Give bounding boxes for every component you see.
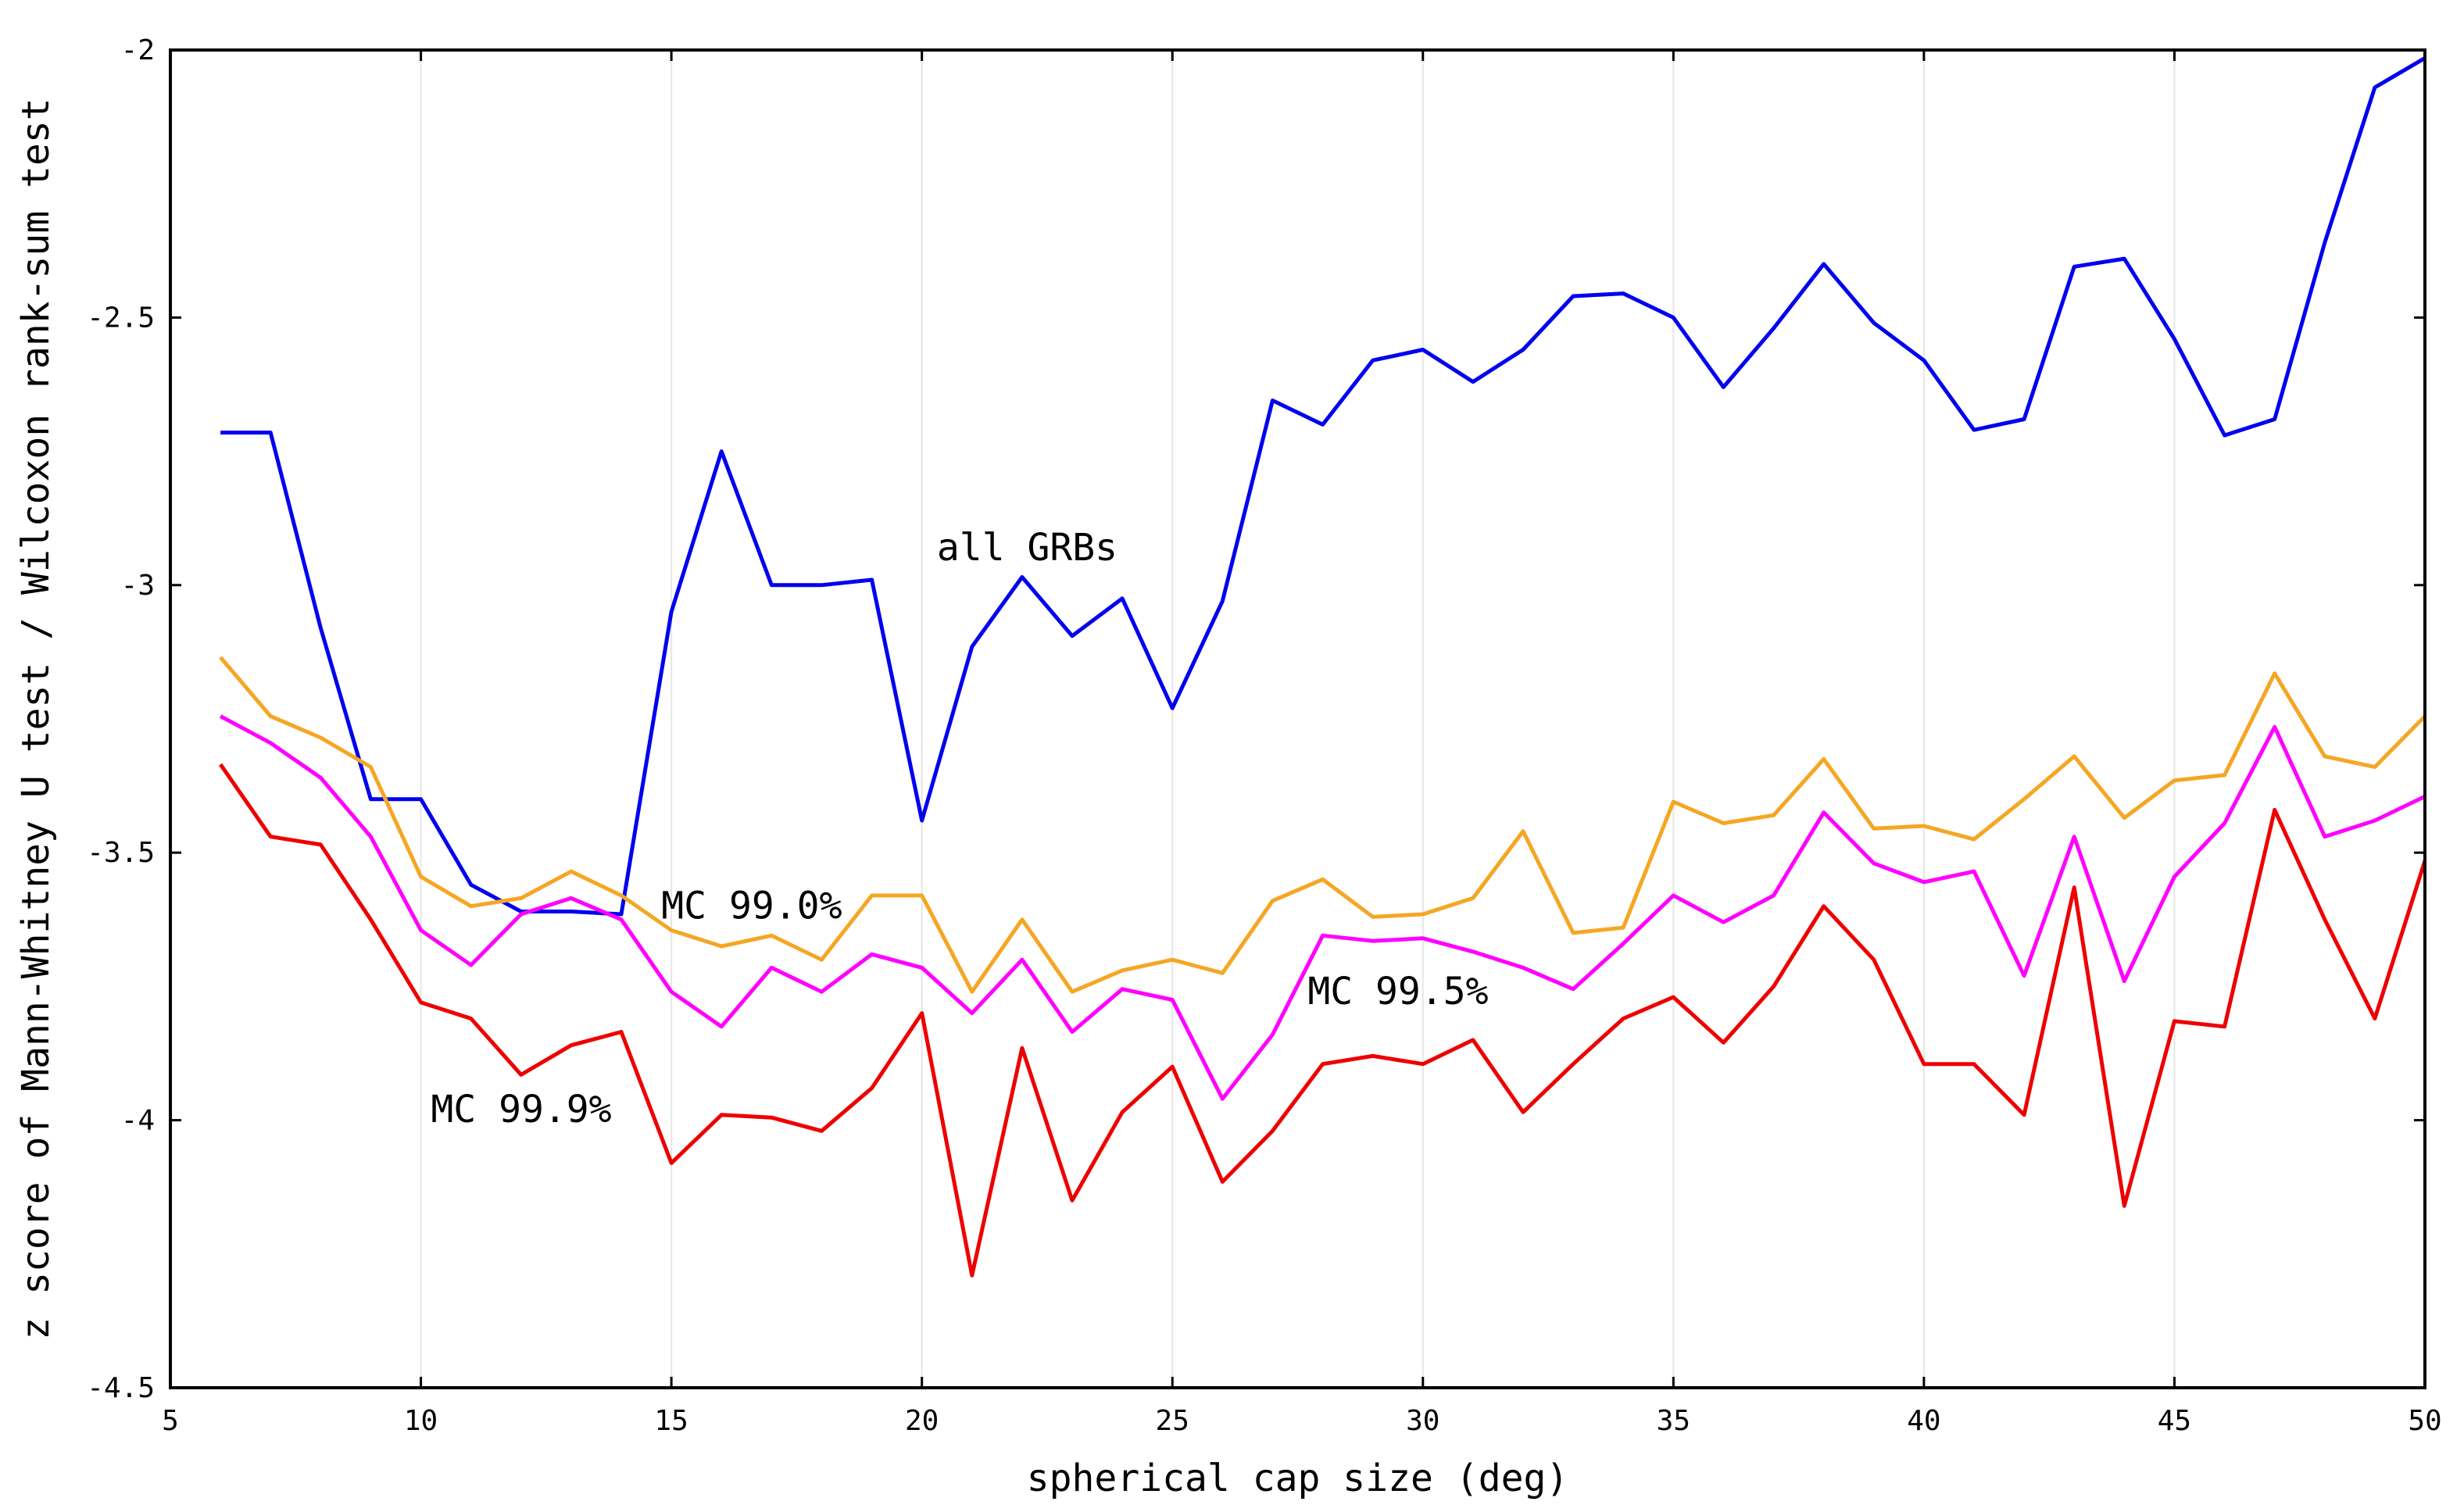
x-tick-label: 40 (1907, 1405, 1940, 1437)
series-line-1 (219, 656, 2426, 994)
annotation-label: all GRBs (937, 526, 1118, 570)
y-axis-ticks: -2 -2.5 -3 -3.5 -4 -4.5 (87, 34, 2425, 1404)
series-line-2 (219, 714, 2426, 1101)
x-tick-label: 10 (404, 1405, 438, 1437)
series-line-3 (219, 763, 2427, 1278)
series-lines (219, 56, 2427, 1278)
y-axis-title: z score of Mann-Whitney U test / Wilcoxo… (14, 98, 58, 1339)
x-tick-label: 50 (2408, 1405, 2441, 1437)
annotation-label: MC 99.9% (431, 1088, 611, 1131)
x-tick-label: 25 (1156, 1405, 1189, 1437)
annotations: all GRBs MC 99.0% MC 99.5% MC 99.9% (431, 526, 1488, 1131)
y-tick-label: -3 (121, 570, 155, 602)
y-tick-label: -3.5 (87, 837, 155, 869)
grid-lines (420, 50, 2176, 1388)
annotation-label: MC 99.0% (661, 885, 842, 928)
x-tick-label: 30 (1406, 1405, 1439, 1437)
x-tick-label: 15 (654, 1405, 688, 1437)
y-tick-label: -2.5 (87, 302, 155, 334)
annotation-label: MC 99.5% (1307, 970, 1488, 1013)
x-axis-ticks: 5 10 15 20 25 30 35 40 45 50 (162, 50, 2442, 1437)
y-tick-label: -4.5 (87, 1372, 155, 1404)
y-tick-label: -2 (121, 34, 155, 66)
y-tick-label: -4 (121, 1105, 155, 1137)
x-tick-label: 20 (905, 1405, 939, 1437)
x-tick-label: 35 (1657, 1405, 1690, 1437)
series-line-0 (220, 56, 2426, 917)
x-tick-label: 45 (2158, 1405, 2191, 1437)
x-tick-label: 5 (162, 1405, 179, 1437)
plot-frame (169, 48, 2426, 1389)
x-axis-title: spherical cap size (deg) (1027, 1457, 1569, 1500)
